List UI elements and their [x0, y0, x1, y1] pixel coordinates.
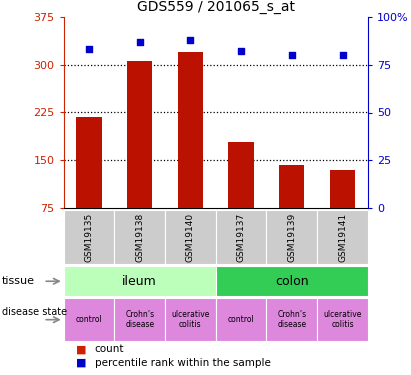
Text: disease state: disease state — [2, 307, 67, 317]
Point — [238, 48, 245, 54]
Point — [136, 39, 143, 45]
Bar — [114, 298, 165, 341]
Bar — [64, 210, 114, 264]
Bar — [127, 62, 152, 208]
Text: GSM19135: GSM19135 — [85, 213, 94, 262]
Bar — [330, 170, 355, 208]
Bar — [266, 210, 317, 264]
Text: ■: ■ — [76, 358, 87, 368]
Bar — [64, 266, 216, 296]
Bar — [165, 210, 216, 264]
Bar — [216, 210, 266, 264]
Text: ulcerative
colitis: ulcerative colitis — [171, 310, 210, 329]
Bar — [216, 298, 266, 341]
Bar — [178, 52, 203, 208]
Text: Crohn’s
disease: Crohn’s disease — [277, 310, 306, 329]
Bar — [229, 142, 254, 208]
Bar — [279, 165, 305, 208]
Text: control: control — [228, 315, 254, 324]
Text: colon: colon — [275, 275, 309, 288]
Point — [339, 52, 346, 58]
Bar — [317, 298, 368, 341]
Text: ileum: ileum — [122, 275, 157, 288]
Bar — [165, 298, 216, 341]
Point — [289, 52, 295, 58]
Bar — [216, 266, 368, 296]
Text: tissue: tissue — [2, 276, 35, 286]
Text: ■: ■ — [76, 345, 87, 354]
Text: GSM19139: GSM19139 — [287, 213, 296, 262]
Text: GSM19137: GSM19137 — [237, 213, 246, 262]
Bar — [76, 117, 102, 208]
Point — [187, 37, 194, 43]
Text: GSM19138: GSM19138 — [135, 213, 144, 262]
Title: GDS559 / 201065_s_at: GDS559 / 201065_s_at — [137, 0, 295, 15]
Bar — [266, 298, 317, 341]
Text: ulcerative
colitis: ulcerative colitis — [323, 310, 362, 329]
Bar — [114, 210, 165, 264]
Text: Crohn’s
disease: Crohn’s disease — [125, 310, 154, 329]
Text: GSM19140: GSM19140 — [186, 213, 195, 262]
Text: count: count — [95, 345, 124, 354]
Text: control: control — [76, 315, 102, 324]
Bar — [317, 210, 368, 264]
Point — [86, 46, 92, 53]
Text: GSM19141: GSM19141 — [338, 213, 347, 262]
Text: percentile rank within the sample: percentile rank within the sample — [95, 358, 270, 368]
Bar — [64, 298, 114, 341]
